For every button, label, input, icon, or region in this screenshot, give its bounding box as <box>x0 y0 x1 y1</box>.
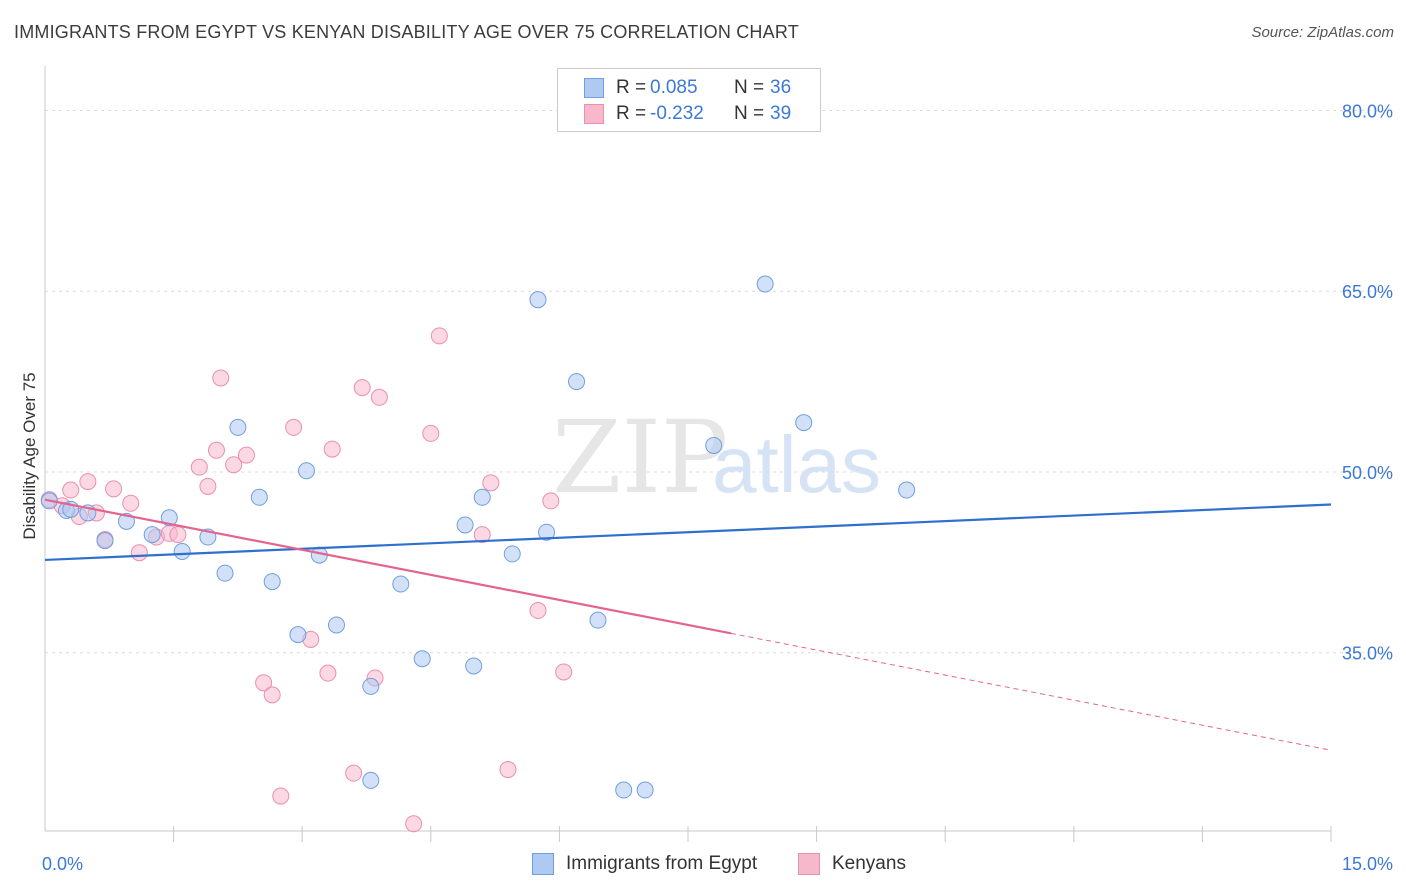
kenyans-point <box>323 440 341 458</box>
kenyans-point <box>207 441 225 459</box>
egypt-point <box>362 771 380 789</box>
axes <box>44 66 1332 842</box>
r-value: -0.232 <box>650 103 704 124</box>
egypt-point <box>362 677 380 695</box>
kenyans-points <box>40 327 573 833</box>
kenyans-point <box>370 388 388 406</box>
x-tick-label: 15.0% <box>1342 854 1393 874</box>
egypt-point <box>589 611 607 629</box>
kenyans-point <box>169 526 187 544</box>
kenyans-point <box>105 480 123 498</box>
kenyans-point <box>529 602 547 620</box>
egypt-point <box>216 564 234 582</box>
egypt-point <box>289 626 307 644</box>
egypt-points <box>40 275 916 799</box>
egypt-point <box>898 481 916 499</box>
n-label: N = <box>734 103 765 124</box>
kenyans-point <box>122 494 140 512</box>
kenyans-point <box>542 492 560 510</box>
r-label: R = <box>616 77 647 98</box>
kenyans-point <box>212 369 230 387</box>
egypt-point <box>473 488 491 506</box>
kenya-legend-label: Kenyans <box>832 853 906 874</box>
kenyans-point <box>499 761 517 779</box>
watermark-atlas: atlas <box>712 420 881 509</box>
egypt-point <box>705 436 723 454</box>
kenya-legend-swatch <box>798 853 820 875</box>
r-value: 0.085 <box>650 77 698 98</box>
kenyans-point <box>237 446 255 464</box>
egypt-point <box>413 650 431 668</box>
chart-title: IMMIGRANTS FROM EGYPT VS KENYAN DISABILI… <box>14 22 799 42</box>
r-label: R = <box>616 103 647 124</box>
egypt-point <box>263 573 281 591</box>
kenyans-point <box>473 526 491 544</box>
kenyans-point <box>263 686 281 704</box>
source-credit[interactable]: Source: ZipAtlas.com <box>1251 24 1394 41</box>
kenyans-point <box>190 458 208 476</box>
tick-labels: 35.0% 50.0% 65.0% 80.0% 0.0% 15.0% <box>42 102 1393 874</box>
y-tick-label: 35.0% <box>1342 644 1393 664</box>
correlation-legend: R = 0.085 N = 36 R = -0.232 N = 39 <box>557 68 821 132</box>
kenya-swatch <box>584 104 604 124</box>
n-value: 39 <box>770 103 792 124</box>
egypt-trend-line <box>44 503 1332 562</box>
egypt-point <box>756 275 774 293</box>
kenyans-point <box>285 418 303 436</box>
egypt-point <box>503 545 521 563</box>
egypt-point <box>615 781 633 799</box>
trend-lines <box>44 498 1332 751</box>
kenyans-trend-line <box>44 498 732 635</box>
kenyans-point <box>353 379 371 397</box>
y-tick-label: 80.0% <box>1342 102 1393 122</box>
kenyans-point <box>345 764 363 782</box>
egypt-swatch <box>584 78 604 98</box>
kenyans-point <box>199 477 217 495</box>
gridlines <box>45 110 1392 654</box>
kenyans-point <box>79 473 97 491</box>
egypt-point <box>250 488 268 506</box>
egypt-point <box>297 462 315 480</box>
zipatlas-watermark: ZIP atlas <box>552 399 881 516</box>
kenyans-point <box>405 815 423 833</box>
kenyans-point <box>130 544 148 562</box>
kenyans-point <box>255 674 273 692</box>
y-tick-label: 50.0% <box>1342 463 1393 483</box>
kenyans-point <box>430 327 448 345</box>
kenyans-point <box>272 787 290 805</box>
kenyans-point <box>555 663 573 681</box>
egypt-point <box>229 418 247 436</box>
egypt-point <box>568 373 586 391</box>
egypt-legend-label: Immigrants from Egypt <box>566 853 758 874</box>
egypt-point <box>160 509 178 527</box>
kenyans-point <box>482 474 500 492</box>
egypt-legend-swatch <box>532 853 554 875</box>
egypt-point <box>529 291 547 309</box>
egypt-point <box>795 414 813 432</box>
kenyans-point <box>422 424 440 442</box>
watermark-zip: ZIP <box>552 399 728 516</box>
egypt-point <box>538 523 556 541</box>
kenyans-point <box>319 664 337 682</box>
egypt-point <box>96 532 114 550</box>
x-tick-label: 0.0% <box>42 854 83 874</box>
egypt-point <box>143 526 161 544</box>
egypt-point <box>456 516 474 534</box>
egypt-point <box>392 575 410 593</box>
n-label: N = <box>734 77 765 98</box>
kenyans-point <box>62 481 80 499</box>
egypt-point <box>636 781 654 799</box>
egypt-point <box>173 542 191 560</box>
egypt-point <box>465 657 483 675</box>
kenyans-trend-extension <box>730 632 1332 751</box>
kenyans-point <box>225 456 243 474</box>
n-value: 36 <box>770 77 792 98</box>
egypt-point <box>327 616 345 634</box>
y-tick-label: 65.0% <box>1342 282 1393 302</box>
